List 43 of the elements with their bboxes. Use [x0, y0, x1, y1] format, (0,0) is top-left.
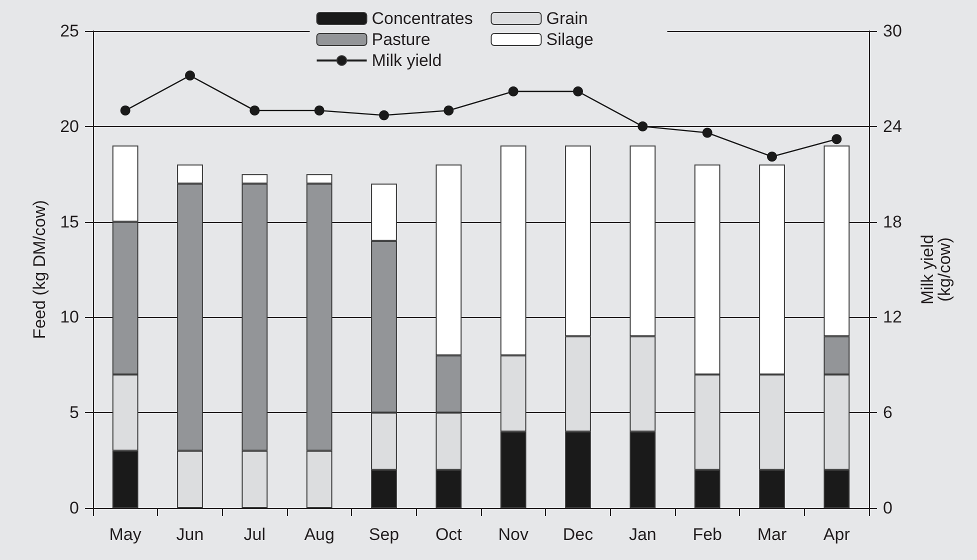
y-tick-label: 20	[60, 116, 79, 136]
point	[379, 110, 389, 120]
point	[508, 86, 518, 96]
y2-tick-label: 18	[883, 212, 902, 232]
x-tick-label: Nov	[498, 525, 529, 544]
point	[120, 106, 130, 116]
y-tick-label: 25	[60, 22, 79, 40]
point	[250, 106, 260, 116]
x-tick-label: Apr	[823, 525, 850, 544]
legend-label: Milk yield	[372, 51, 442, 70]
legend-label: Grain	[546, 9, 588, 28]
point	[767, 152, 777, 162]
point	[573, 86, 583, 96]
point	[314, 106, 324, 116]
x-tick-label: Jul	[244, 525, 266, 544]
point	[832, 134, 842, 144]
point	[638, 121, 648, 132]
x-tick-label: Feb	[692, 525, 722, 544]
x-tick-label: Sep	[368, 525, 400, 544]
legend-label: Silage	[546, 30, 594, 49]
point	[185, 70, 195, 81]
x-tick-label: Mar	[757, 525, 787, 544]
point	[702, 128, 712, 138]
point	[444, 106, 454, 116]
x-tick-label: Jun	[176, 525, 204, 544]
y-tick-label: 5	[70, 403, 79, 422]
legend-label: Pasture	[372, 30, 430, 49]
y2-tick-label: 12	[883, 308, 902, 327]
y-tick-label: 15	[60, 212, 79, 232]
x-tick-label: Aug	[304, 525, 334, 544]
x-tick-label: Jan	[628, 525, 656, 544]
x-tick-label: Dec	[562, 525, 594, 544]
y2-axis-title: Milk yield (kg/cow)	[918, 234, 954, 304]
y2-tick-label: 0	[883, 498, 892, 518]
x-tick-label: May	[109, 525, 142, 544]
y2-tick-label: 24	[883, 116, 902, 136]
y-tick-label: 10	[60, 308, 79, 327]
y2-tick-label: 6	[883, 403, 892, 422]
y-tick-label: 0	[70, 498, 79, 518]
y-axis-title: Feed (kg DM/cow)	[30, 200, 49, 339]
y2-tick-label: 30	[883, 22, 902, 40]
legend-label: Concentrates	[372, 9, 473, 28]
x-tick-label: Oct	[435, 525, 462, 544]
